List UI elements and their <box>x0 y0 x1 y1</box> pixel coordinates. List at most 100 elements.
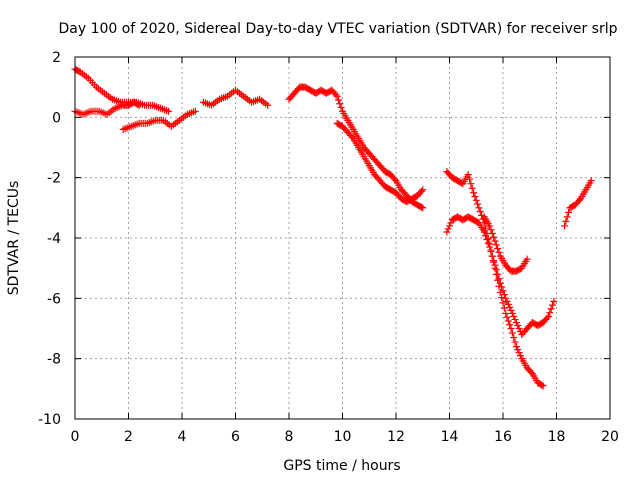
data-point <box>336 100 344 108</box>
data-point <box>495 275 503 283</box>
data-point <box>165 107 173 115</box>
data-point <box>134 101 142 109</box>
series-arc7 <box>443 168 547 390</box>
data-point <box>447 219 455 227</box>
axis-ticks <box>74 56 611 420</box>
data-point <box>500 291 508 299</box>
data-point <box>444 225 452 233</box>
x-tick-label: 4 <box>178 429 187 445</box>
data-point <box>511 315 519 323</box>
data-point <box>507 325 515 332</box>
data-point <box>484 239 492 247</box>
data-point <box>503 297 511 305</box>
data-point <box>561 222 569 230</box>
data-point <box>334 96 342 104</box>
data-point <box>565 208 573 216</box>
x-tick-label: 2 <box>124 429 133 445</box>
x-tick-label: 16 <box>494 429 512 445</box>
data-point <box>419 204 427 212</box>
data-point <box>504 317 512 325</box>
y-tick-label: -6 <box>47 291 61 307</box>
data-point <box>419 186 427 194</box>
data-point <box>562 217 570 225</box>
data-point <box>510 312 518 320</box>
x-tick-label: 14 <box>441 429 459 445</box>
data-point <box>470 189 478 197</box>
data-point <box>488 252 496 260</box>
y-tick-label: -10 <box>38 412 61 428</box>
data-point <box>547 305 555 313</box>
data-point <box>488 229 496 237</box>
data-point <box>587 177 595 185</box>
data-point <box>337 104 345 112</box>
data-point <box>332 91 340 99</box>
x-tick-label: 20 <box>601 429 619 445</box>
data-point <box>486 222 494 230</box>
data-point <box>495 248 503 256</box>
data-point <box>550 297 558 305</box>
y-tick-label: 2 <box>52 50 61 66</box>
grid-layer <box>75 57 610 419</box>
data-point <box>499 287 507 295</box>
data-point <box>511 338 519 346</box>
data-point <box>516 352 524 360</box>
data-point <box>494 270 502 278</box>
data-point <box>514 321 522 329</box>
data-point <box>544 312 552 320</box>
data-point <box>546 309 554 317</box>
data-point <box>191 107 199 115</box>
y-tick-label: -8 <box>47 352 61 368</box>
data-point <box>503 313 511 321</box>
data-point <box>508 329 516 337</box>
data-point <box>491 261 499 269</box>
tick-labels: 0 2 4 6 8 10 12 14 16 18 2020-2-4-6-8-10 <box>38 50 619 445</box>
x-tick-label: 6 <box>231 429 240 445</box>
y-tick-label: -2 <box>47 171 61 187</box>
data-point <box>507 306 515 314</box>
data-point <box>491 237 499 245</box>
data-point <box>563 213 571 221</box>
data-point <box>490 233 498 241</box>
data-point <box>486 243 494 251</box>
data-point <box>466 175 474 183</box>
data-point <box>487 248 495 256</box>
data-point <box>575 196 583 204</box>
series-arc3 <box>119 107 199 133</box>
data-point <box>443 228 451 236</box>
data-marks <box>71 65 595 390</box>
data-point <box>502 294 510 302</box>
data-point <box>492 266 500 274</box>
series-arc5 <box>285 83 427 212</box>
y-axis-title: SDTVAR / TECUs <box>6 181 22 296</box>
data-point <box>514 346 522 354</box>
data-point <box>472 196 480 204</box>
data-point <box>543 314 551 322</box>
data-point <box>538 381 546 389</box>
data-point <box>499 299 507 307</box>
data-point <box>476 208 484 216</box>
data-point <box>515 349 523 357</box>
data-point <box>506 321 514 329</box>
data-point <box>515 325 523 332</box>
data-point <box>548 301 556 309</box>
data-point <box>471 193 479 201</box>
y-tick-label: 0 <box>52 110 61 126</box>
series-arc10 <box>561 177 595 230</box>
data-point <box>494 245 502 253</box>
data-point <box>490 257 498 265</box>
data-point <box>464 171 472 179</box>
chart-title: Day 100 of 2020, Sidereal Day-to-day VTE… <box>58 21 617 37</box>
data-point <box>391 175 399 183</box>
data-point <box>506 303 514 311</box>
data-point <box>487 226 495 234</box>
data-point <box>508 309 516 317</box>
data-point <box>135 101 143 109</box>
series-arc9 <box>480 213 531 275</box>
x-tick-label: 0 <box>71 429 80 445</box>
data-point <box>539 382 547 390</box>
data-point <box>467 180 475 188</box>
data-point <box>498 283 506 291</box>
x-axis-title: GPS time / hours <box>283 458 400 474</box>
